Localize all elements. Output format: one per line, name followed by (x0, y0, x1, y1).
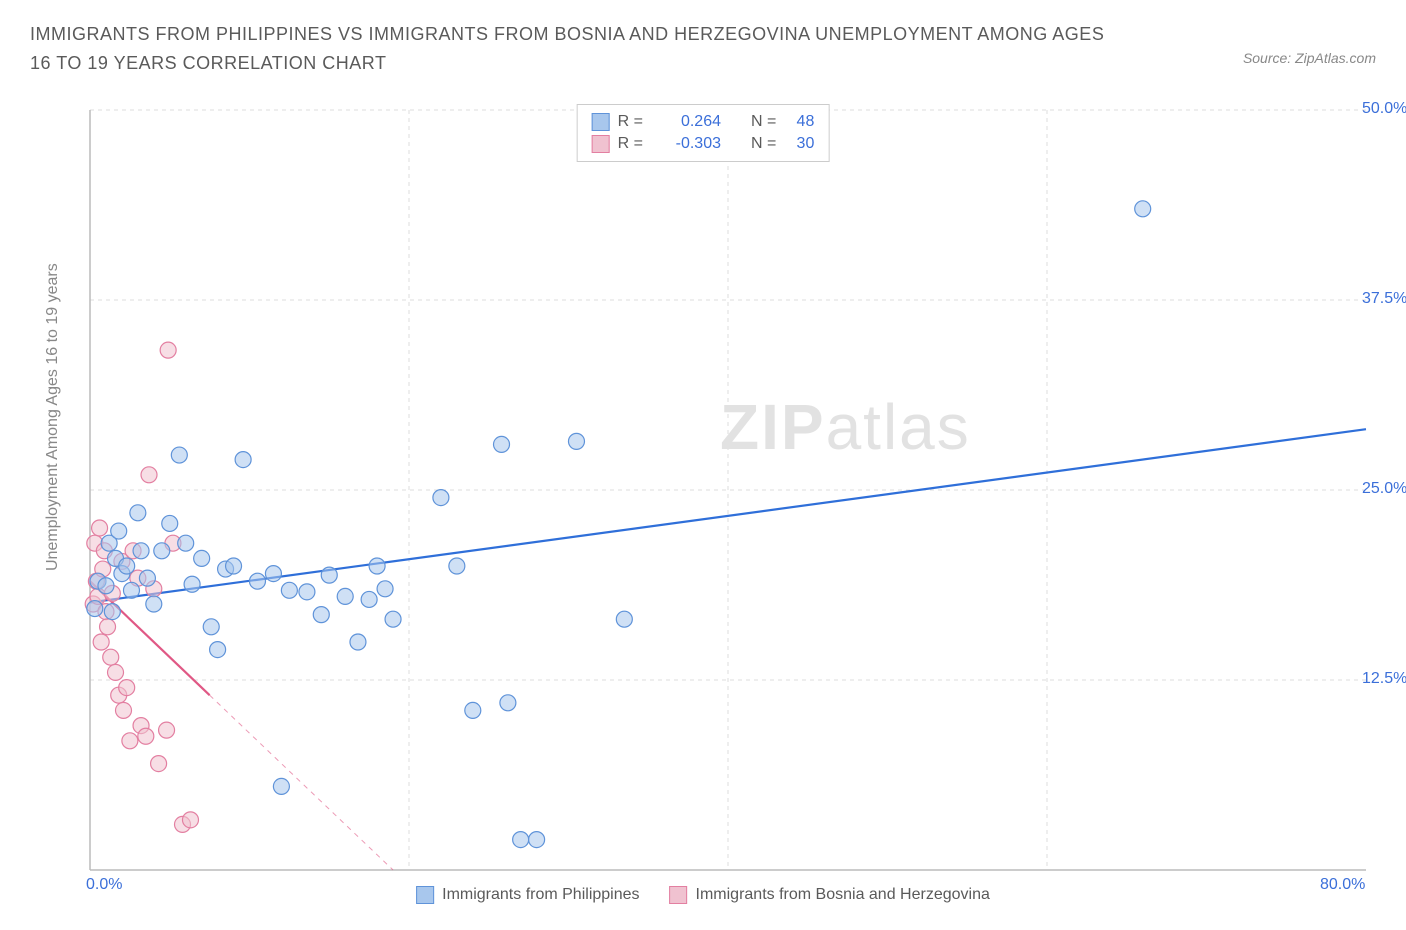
y-tick-label: 25.0% (1362, 480, 1366, 498)
n-value-bosnia: 30 (784, 135, 814, 153)
legend-swatch-philippines (592, 113, 610, 131)
x-tick-label: 80.0% (1320, 876, 1365, 894)
scatter-chart (30, 100, 1376, 910)
legend-swatch-philippines-icon (416, 886, 434, 904)
n-label: N = (751, 113, 776, 131)
correlation-legend: R = 0.264 N = 48 R = -0.303 N = 30 (577, 104, 830, 162)
y-tick-label: 12.5% (1362, 670, 1366, 688)
y-axis-label: Unemployment Among Ages 16 to 19 years (44, 263, 62, 571)
chart-area: ZIPatlas Unemployment Among Ages 16 to 1… (30, 100, 1376, 910)
chart-title: IMMIGRANTS FROM PHILIPPINES VS IMMIGRANT… (30, 20, 1130, 78)
source-label: Source: ZipAtlas.com (1243, 50, 1376, 66)
y-tick-label: 37.5% (1362, 290, 1366, 308)
n-label: N = (751, 135, 776, 153)
legend-row-bosnia: R = -0.303 N = 30 (592, 133, 815, 155)
r-label: R = (618, 113, 643, 131)
r-value-bosnia: -0.303 (651, 135, 721, 153)
legend-item-philippines: Immigrants from Philippines (416, 886, 639, 904)
legend-swatch-bosnia-icon (670, 886, 688, 904)
legend-label-bosnia: Immigrants from Bosnia and Herzegovina (696, 886, 990, 904)
n-value-philippines: 48 (784, 113, 814, 131)
r-value-philippines: 0.264 (651, 113, 721, 131)
legend-item-bosnia: Immigrants from Bosnia and Herzegovina (670, 886, 990, 904)
legend-label-philippines: Immigrants from Philippines (442, 886, 639, 904)
series-legend: Immigrants from Philippines Immigrants f… (416, 886, 990, 904)
legend-row-philippines: R = 0.264 N = 48 (592, 111, 815, 133)
r-label: R = (618, 135, 643, 153)
chart-container: IMMIGRANTS FROM PHILIPPINES VS IMMIGRANT… (0, 0, 1406, 930)
header-row: IMMIGRANTS FROM PHILIPPINES VS IMMIGRANT… (30, 20, 1376, 78)
y-tick-label: 50.0% (1362, 100, 1366, 118)
x-tick-label: 0.0% (86, 876, 122, 894)
legend-swatch-bosnia (592, 135, 610, 153)
